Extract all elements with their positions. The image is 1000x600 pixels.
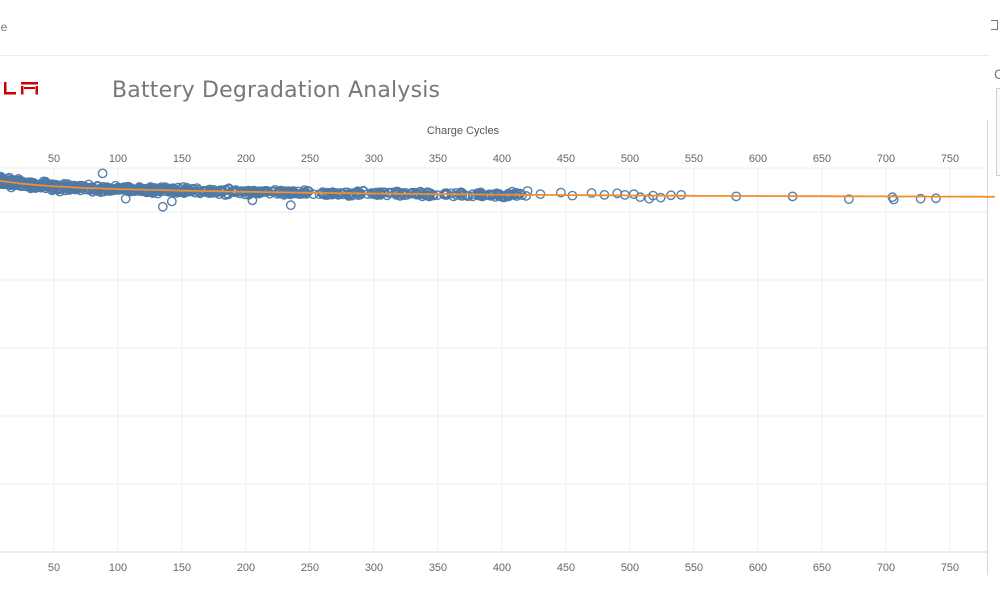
- x-tick-label-bottom: 100: [109, 562, 127, 574]
- x-tick-label-bottom: 200: [237, 562, 255, 574]
- trend-line: [0, 179, 995, 198]
- data-point: [303, 186, 314, 197]
- data-point: [491, 188, 502, 199]
- x-tick-label-bottom: 550: [685, 562, 703, 574]
- data-point: [98, 181, 109, 192]
- right-panel-filter-box[interactable]: [996, 88, 1000, 176]
- data-point: [126, 186, 136, 197]
- x-tick-label-top: 750: [941, 153, 959, 165]
- data-point: [230, 185, 241, 195]
- tesla-wordmark-logo: [4, 82, 38, 95]
- data-point: [888, 194, 899, 205]
- x-tick-label-top: 600: [749, 153, 767, 165]
- data-point: [272, 188, 283, 199]
- x-axis-title: Charge Cycles: [427, 125, 500, 137]
- x-tick-label-bottom: 700: [877, 562, 895, 574]
- data-point: [395, 190, 405, 201]
- x-tick-label-top: 200: [237, 153, 255, 165]
- data-point: [382, 190, 392, 201]
- x-tick-label-bottom: 500: [621, 562, 639, 574]
- data-point: [386, 187, 397, 198]
- data-point: [188, 184, 199, 195]
- x-tick-label-bottom: 400: [493, 562, 511, 574]
- data-point: [166, 196, 177, 207]
- data-point: [247, 195, 258, 206]
- chart-scrollbar[interactable]: [987, 120, 988, 575]
- x-tick-label-top: 300: [365, 153, 383, 165]
- data-point: [318, 189, 329, 200]
- x-tick-label-top: 700: [877, 153, 895, 165]
- data-point: [120, 193, 131, 204]
- x-tick-label-top: 450: [557, 153, 575, 165]
- data-point: [301, 188, 312, 199]
- data-point: [635, 192, 646, 203]
- data-point: [204, 188, 215, 199]
- data-point: [507, 186, 517, 197]
- data-point: [103, 182, 114, 193]
- data-point: [424, 191, 435, 202]
- data-point: [353, 187, 364, 197]
- x-tick-label-bottom: 50: [48, 562, 60, 574]
- x-tick-label-top: 150: [173, 153, 191, 165]
- x-tick-label-top: 50: [48, 153, 60, 165]
- data-point: [446, 188, 457, 199]
- x-tick-label-bottom: 750: [941, 562, 959, 574]
- data-point: [358, 186, 369, 197]
- data-point: [556, 187, 566, 198]
- top-tab-label[interactable]: le: [0, 20, 8, 34]
- data-point: [931, 193, 941, 204]
- x-tick-label-bottom: 600: [749, 562, 767, 574]
- data-point: [12, 175, 23, 186]
- data-point: [372, 190, 382, 201]
- data-point: [844, 194, 854, 205]
- data-point: [52, 183, 62, 194]
- x-tick-label-bottom: 350: [429, 562, 447, 574]
- data-point: [0, 173, 6, 184]
- x-tick-label-top: 100: [109, 153, 127, 165]
- data-point: [586, 188, 597, 198]
- x-tick-label-top: 400: [493, 153, 511, 165]
- data-point: [415, 186, 426, 197]
- x-tick-label-bottom: 300: [365, 562, 383, 574]
- x-tick-label-bottom: 250: [301, 562, 319, 574]
- x-tick-label-top: 500: [621, 153, 639, 165]
- data-point: [472, 188, 483, 199]
- data-point: [157, 201, 168, 212]
- panel-toggle-icon[interactable]: [991, 20, 998, 30]
- data-point: [46, 184, 56, 195]
- x-tick-label-bottom: 150: [173, 562, 191, 574]
- page-title: Battery Degradation Analysis: [112, 78, 441, 103]
- right-panel-label: C: [994, 66, 1000, 82]
- data-point: [62, 179, 73, 189]
- x-tick-label-top: 250: [301, 153, 319, 165]
- data-point: [19, 181, 30, 192]
- x-tick-label-top: 350: [429, 153, 447, 165]
- data-point: [285, 200, 296, 211]
- data-point: [133, 185, 144, 196]
- x-tick-label-bottom: 450: [557, 562, 575, 574]
- x-tick-label-bottom: 650: [813, 562, 831, 574]
- data-point: [97, 168, 108, 179]
- data-point: [655, 192, 666, 203]
- header-divider: [0, 55, 990, 56]
- data-point: [72, 184, 83, 194]
- x-tick-label-top: 550: [685, 153, 703, 165]
- data-point: [215, 185, 226, 196]
- x-tick-label-top: 650: [813, 153, 831, 165]
- data-point: [915, 193, 926, 204]
- data-point: [204, 184, 215, 195]
- data-point: [181, 182, 192, 193]
